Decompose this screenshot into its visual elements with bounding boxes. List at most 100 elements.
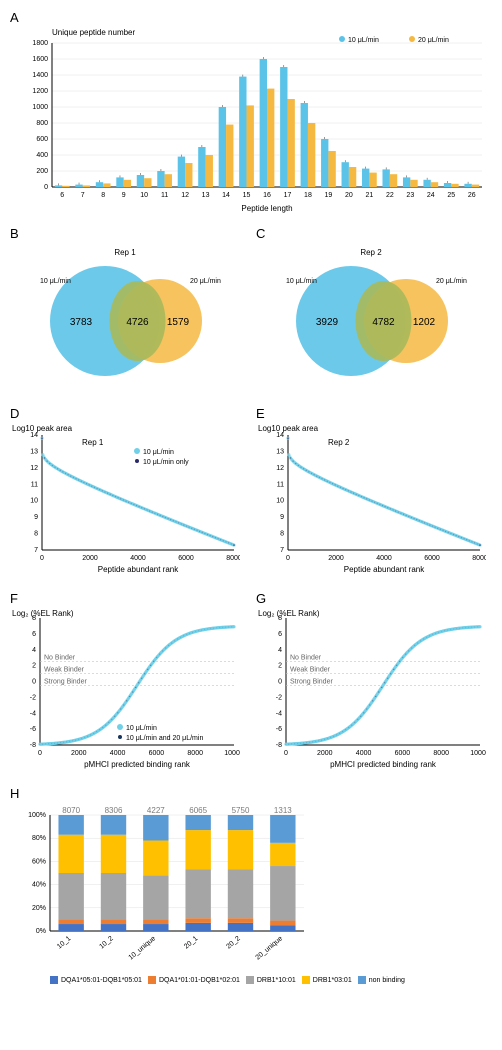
svg-text:4000: 4000	[130, 555, 146, 562]
svg-text:6000: 6000	[149, 750, 165, 757]
svg-text:21: 21	[365, 192, 373, 199]
svg-text:20: 20	[345, 192, 353, 199]
svg-text:2000: 2000	[328, 555, 344, 562]
svg-text:Rep 1: Rep 1	[114, 248, 136, 257]
legend-item: non binding	[358, 976, 405, 984]
svg-text:11: 11	[31, 481, 38, 488]
svg-text:13: 13	[30, 448, 38, 455]
svg-text:10 μL/min only: 10 μL/min only	[143, 459, 189, 466]
svg-text:800: 800	[36, 120, 48, 127]
svg-text:80%: 80%	[32, 835, 46, 842]
panel-e: E Log10 peak areaRep 2789101112131402000…	[256, 406, 492, 581]
svg-text:16: 16	[263, 192, 271, 199]
svg-text:6: 6	[32, 631, 36, 638]
svg-text:6: 6	[60, 192, 64, 199]
svg-text:8000: 8000	[472, 555, 486, 562]
svg-text:8070: 8070	[62, 806, 80, 815]
panel-c: C Rep 210 μL/min20 μL/min392947821202	[256, 226, 492, 396]
svg-text:-6: -6	[276, 726, 282, 733]
legend-label: non binding	[369, 977, 405, 984]
svg-text:22: 22	[386, 192, 394, 199]
svg-text:40%: 40%	[32, 882, 46, 889]
svg-text:1579: 1579	[167, 317, 190, 328]
legend-item: DRB1*10:01	[246, 976, 296, 984]
panel-b: B Rep 110 μL/min20 μL/min378347261579	[10, 226, 246, 396]
legend-item: DQA1*01:01-DQB1*02:01	[148, 976, 240, 984]
svg-text:60%: 60%	[32, 858, 46, 865]
svg-text:1313: 1313	[274, 806, 292, 815]
svg-text:13: 13	[276, 448, 284, 455]
panel-g-label: G	[256, 591, 492, 606]
svg-text:1400: 1400	[32, 72, 48, 79]
svg-text:Log₂ (%EL Rank): Log₂ (%EL Rank)	[12, 609, 74, 618]
svg-text:4227: 4227	[147, 806, 165, 815]
panel-f-chart: Log₂ (%EL Rank)-8-6-4-202468020004000600…	[10, 606, 240, 771]
svg-text:8306: 8306	[105, 806, 123, 815]
svg-text:12: 12	[30, 465, 38, 472]
svg-text:200: 200	[36, 168, 48, 175]
svg-text:Peptide length: Peptide length	[241, 204, 292, 213]
svg-text:9: 9	[122, 192, 126, 199]
svg-text:0: 0	[284, 750, 288, 757]
legend-swatch	[148, 976, 156, 984]
svg-text:12: 12	[181, 192, 189, 199]
svg-text:1600: 1600	[32, 56, 48, 63]
panel-b-label: B	[10, 226, 246, 241]
panel-e-label: E	[256, 406, 492, 421]
svg-text:7: 7	[280, 547, 284, 554]
panel-f-label: F	[10, 591, 246, 606]
svg-text:6000: 6000	[178, 555, 194, 562]
svg-text:0: 0	[44, 184, 48, 191]
legend-swatch	[246, 976, 254, 984]
svg-text:Strong Binder: Strong Binder	[290, 678, 333, 685]
svg-text:1200: 1200	[32, 88, 48, 95]
svg-text:26: 26	[468, 192, 476, 199]
svg-text:-2: -2	[30, 694, 36, 701]
svg-text:7: 7	[34, 547, 38, 554]
panel-h-label: H	[10, 786, 492, 801]
svg-text:4782: 4782	[372, 317, 395, 328]
svg-text:6065: 6065	[189, 806, 207, 815]
svg-text:4726: 4726	[126, 317, 149, 328]
svg-text:10000: 10000	[224, 750, 240, 757]
svg-text:Peptide abundant rank: Peptide abundant rank	[98, 565, 180, 574]
svg-text:-4: -4	[276, 710, 282, 717]
svg-text:Weak Binder: Weak Binder	[290, 667, 331, 674]
svg-text:1202: 1202	[413, 317, 436, 328]
svg-text:14: 14	[30, 432, 38, 439]
svg-text:Rep 1: Rep 1	[82, 438, 104, 447]
svg-text:10 μL/min: 10 μL/min	[286, 278, 317, 285]
panel-c-venn: Rep 210 μL/min20 μL/min392947821202	[256, 241, 486, 391]
svg-text:13: 13	[202, 192, 210, 199]
panel-a-label: A	[10, 10, 492, 25]
svg-text:0: 0	[32, 679, 36, 686]
svg-text:Log10 peak area: Log10 peak area	[12, 424, 73, 433]
legend-swatch	[50, 976, 58, 984]
svg-text:4: 4	[278, 647, 282, 654]
panel-g: G Log₂ (%EL Rank)-8-6-4-2024680200040006…	[256, 591, 492, 776]
svg-text:6: 6	[278, 631, 282, 638]
svg-text:10 μL/min and 20 μL/min: 10 μL/min and 20 μL/min	[126, 735, 203, 742]
legend-item: DQA1*05:01-DQB1*05:01	[50, 976, 142, 984]
svg-text:9: 9	[280, 514, 284, 521]
legend-label: DRB1*10:01	[257, 977, 296, 984]
svg-text:Log10 peak area: Log10 peak area	[258, 424, 319, 433]
svg-text:Strong Binder: Strong Binder	[44, 678, 87, 685]
legend-label: DQA1*01:01-DQB1*02:01	[159, 977, 240, 984]
svg-text:3929: 3929	[316, 317, 339, 328]
svg-text:0: 0	[38, 750, 42, 757]
svg-text:2000: 2000	[317, 750, 333, 757]
panel-d-chart: Log10 peak areaRep 178910111213140200040…	[10, 421, 240, 576]
svg-text:10_unique: 10_unique	[128, 935, 158, 961]
svg-text:20_unique: 20_unique	[255, 935, 285, 961]
svg-text:Unique peptide number: Unique peptide number	[52, 28, 136, 37]
svg-text:-8: -8	[276, 742, 282, 749]
svg-text:7: 7	[81, 192, 85, 199]
svg-text:1800: 1800	[32, 40, 48, 47]
svg-text:0: 0	[286, 555, 290, 562]
svg-text:10: 10	[140, 192, 148, 199]
svg-text:8000: 8000	[433, 750, 449, 757]
svg-text:2000: 2000	[71, 750, 87, 757]
svg-text:12: 12	[276, 465, 284, 472]
svg-text:4000: 4000	[356, 750, 372, 757]
